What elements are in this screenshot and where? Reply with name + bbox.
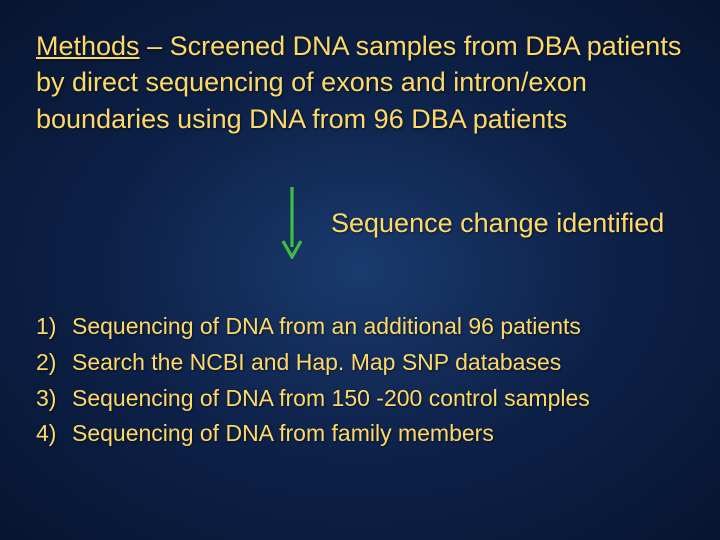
list-item: 3) Sequencing of DNA from 150 -200 contr…	[36, 381, 684, 417]
step-text: Sequencing of DNA from family members	[72, 416, 684, 452]
step-number: 1)	[36, 309, 72, 345]
step-number: 4)	[36, 416, 72, 452]
list-item: 2) Search the NCBI and Hap. Map SNP data…	[36, 345, 684, 381]
sequence-change-label: Sequence change identified	[331, 208, 664, 239]
step-number: 3)	[36, 381, 72, 417]
step-text: Sequencing of DNA from 150 -200 control …	[72, 381, 684, 417]
methods-heading: Methods – Screened DNA samples from DBA …	[36, 28, 684, 137]
down-arrow-icon	[281, 187, 303, 259]
heading-underlined: Methods	[36, 31, 140, 61]
step-text: Search the NCBI and Hap. Map SNP databas…	[72, 345, 684, 381]
arrow-row: Sequence change identified	[36, 187, 684, 259]
list-item: 4) Sequencing of DNA from family members	[36, 416, 684, 452]
list-item: 1) Sequencing of DNA from an additional …	[36, 309, 684, 345]
step-text: Sequencing of DNA from an additional 96 …	[72, 309, 684, 345]
steps-list: 1) Sequencing of DNA from an additional …	[36, 309, 684, 452]
step-number: 2)	[36, 345, 72, 381]
